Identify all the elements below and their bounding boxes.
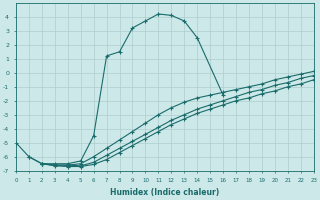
X-axis label: Humidex (Indice chaleur): Humidex (Indice chaleur) xyxy=(110,188,220,197)
